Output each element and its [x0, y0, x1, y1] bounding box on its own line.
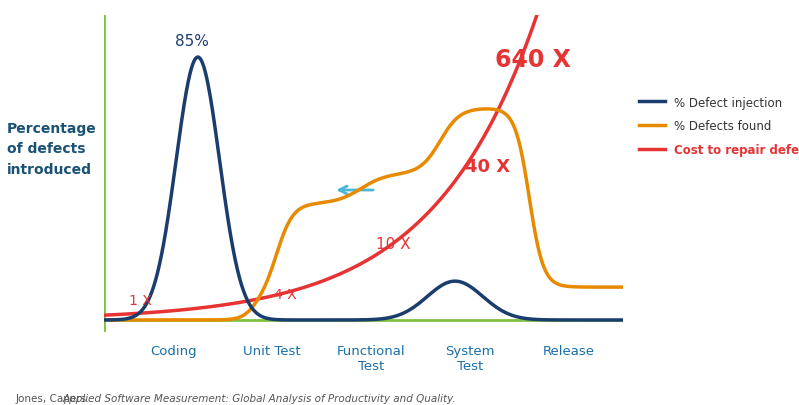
Text: 10 X: 10 X	[376, 237, 411, 252]
Text: Percentage
of defects
introduced: Percentage of defects introduced	[7, 122, 97, 177]
Text: Jones, Capers.: Jones, Capers.	[16, 393, 93, 403]
Text: 1 X: 1 X	[129, 293, 151, 307]
Text: 40 X: 40 X	[465, 157, 510, 175]
Text: 640 X: 640 X	[495, 48, 570, 72]
Text: 4 X: 4 X	[274, 287, 296, 301]
Legend: % Defect injection, % Defects found, Cost to repair defect: % Defect injection, % Defects found, Cos…	[634, 92, 799, 161]
Text: 85%: 85%	[175, 34, 209, 49]
Text: Applied Software Measurement: Global Analysis of Productivity and Quality.: Applied Software Measurement: Global Ana…	[62, 393, 456, 403]
